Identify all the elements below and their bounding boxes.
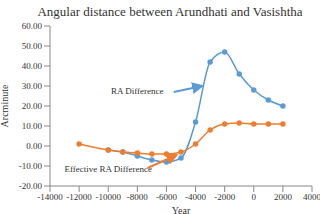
svg-text:-10.00: -10.00 [19, 161, 43, 171]
svg-text:Angular distance between Arund: Angular distance between Arundhati and V… [37, 4, 302, 19]
svg-text:-8000: -8000 [127, 192, 148, 202]
svg-text:Year: Year [172, 205, 191, 214]
svg-text:50.00: 50.00 [22, 41, 43, 51]
svg-text:-12000: -12000 [66, 192, 92, 202]
svg-text:20.00: 20.00 [22, 101, 43, 111]
svg-text:-4000: -4000 [185, 192, 206, 202]
svg-text:0: 0 [252, 192, 257, 202]
svg-text:30.00: 30.00 [22, 81, 43, 91]
svg-text:2000: 2000 [274, 192, 293, 202]
svg-text:-14000: -14000 [37, 192, 63, 202]
svg-text:0.00: 0.00 [26, 141, 42, 151]
svg-text:4000: 4000 [303, 192, 312, 202]
svg-text:-20.00: -20.00 [19, 181, 43, 191]
svg-text:RA Difference: RA Difference [111, 86, 164, 96]
svg-text:-6000: -6000 [156, 192, 177, 202]
svg-text:40.00: 40.00 [22, 61, 43, 71]
svg-text:Effective RA Difference: Effective RA Difference [64, 164, 152, 174]
svg-text:Arcminute: Arcminute [8, 84, 10, 127]
svg-text:60.00: 60.00 [22, 21, 43, 31]
svg-text:10.00: 10.00 [22, 121, 43, 131]
svg-text:-10000: -10000 [95, 192, 121, 202]
svg-text:-2000: -2000 [214, 192, 235, 202]
